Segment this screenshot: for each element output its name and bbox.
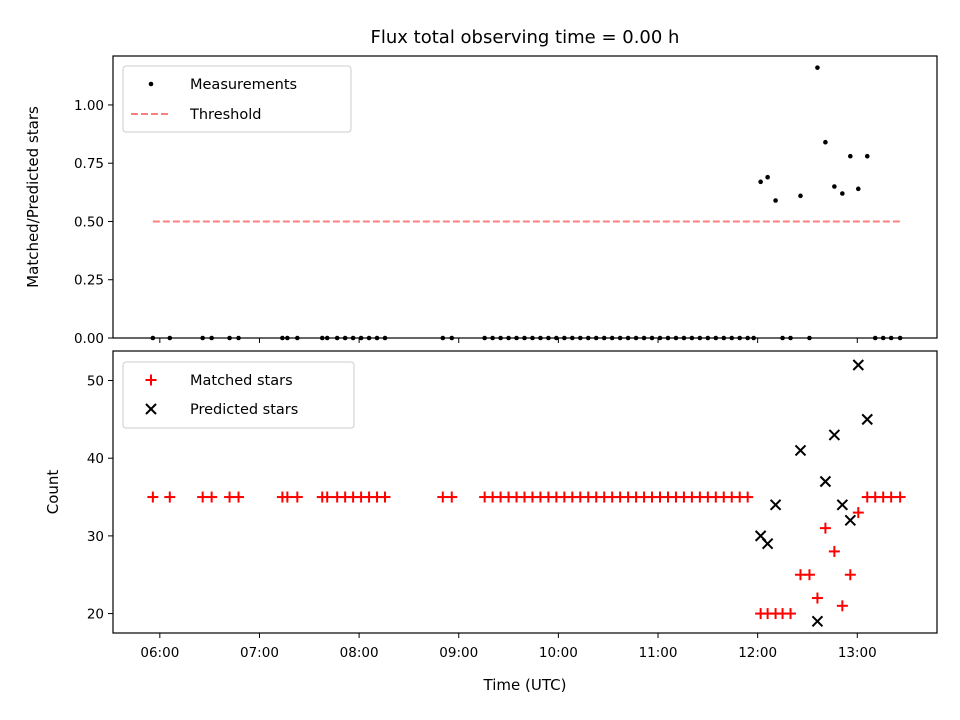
- matched-star-point: [811, 592, 823, 604]
- bottom-panel: 20 30 40 50 06:00 07:00 08:00 09:00 10:00 11:00 1…: [44, 350, 938, 694]
- x-tick-label: 12:00: [738, 645, 777, 661]
- x-tick-label: 07:00: [240, 645, 279, 661]
- bottom-axes-frame: [112, 350, 938, 634]
- top-x-axis-ticks: [159, 338, 858, 343]
- bottom-y-tick-label: 20: [87, 607, 104, 623]
- matched-star-point: [379, 491, 391, 503]
- matched-star-point: [321, 491, 333, 503]
- measurement-point: [823, 139, 828, 145]
- legend-label-predicted: Predicted stars: [190, 402, 298, 418]
- matched-star-point: [147, 491, 159, 503]
- measurement-point: [758, 179, 763, 185]
- legend-label-measurements: Measurements: [190, 77, 297, 93]
- top-y-axis: 0.00 0.25 0.50 0.75 1.00: [74, 98, 113, 347]
- legend-label-matched: Matched stars: [190, 373, 293, 389]
- matched-star-point: [785, 608, 797, 620]
- matched-star-point: [894, 491, 906, 503]
- measurement-point: [773, 198, 778, 203]
- predicted-stars-series: [754, 359, 873, 628]
- bottom-y-tick-label: 30: [87, 529, 104, 545]
- legend-x-marker: [145, 403, 157, 415]
- matched-star-point: [446, 491, 458, 503]
- matched-star-point: [828, 545, 840, 557]
- x-tick-label: 13:00: [838, 645, 877, 661]
- predicted-star-point: [769, 499, 782, 511]
- predicted-star-point: [794, 444, 807, 457]
- x-axis-label: Time (UTC): [483, 676, 567, 694]
- matched-star-point: [844, 569, 856, 581]
- top-y-tick-label: 0.25: [74, 273, 104, 289]
- predicted-star-point: [836, 499, 849, 511]
- matched-star-point: [852, 507, 864, 519]
- top-legend-box: [122, 65, 352, 133]
- measurement-point: [815, 65, 820, 70]
- x-tick-label: 11:00: [639, 645, 678, 661]
- top-y-tick-label: 0.50: [74, 214, 104, 230]
- matched-star-point: [803, 569, 815, 581]
- top-axes-frame: [112, 55, 938, 339]
- matched-stars-series: [147, 491, 906, 620]
- matched-star-point: [281, 491, 293, 503]
- predicted-star-point: [844, 514, 857, 527]
- measurement-point: [855, 186, 861, 192]
- top-y-axis-label: Matched/Predicted stars: [24, 106, 42, 288]
- top-panel: 0.00 0.25 0.50 0.75 1.00 Matched/Predicted s…: [24, 55, 938, 347]
- measurement-point: [765, 174, 770, 180]
- predicted-star-point: [861, 413, 873, 426]
- measurement-point: [848, 153, 853, 159]
- predicted-star-point: [852, 359, 864, 371]
- measurement-point: [798, 193, 803, 199]
- matched-star-point: [819, 522, 831, 534]
- matched-star-point: [836, 600, 848, 612]
- bottom-y-tick-label: 40: [87, 451, 104, 467]
- measurement-point: [832, 184, 837, 189]
- x-tick-label: 06:00: [140, 645, 179, 661]
- bottom-x-axis: 06:00 07:00 08:00 09:00 10:00 11:00 12:00 13:00: [140, 633, 877, 661]
- chart-title: Flux total observing time = 0.00 h: [371, 27, 680, 48]
- bottom-legend-box: [122, 361, 355, 429]
- x-tick-label: 10:00: [539, 645, 578, 661]
- predicted-star-point: [811, 615, 824, 628]
- top-y-tick-label: 0.00: [74, 331, 104, 347]
- legend-dot-marker: [148, 81, 154, 87]
- top-y-tick-label: 0.75: [74, 156, 104, 172]
- bottom-legend: Matched stars Predicted stars: [122, 361, 355, 429]
- predicted-star-point: [819, 475, 832, 488]
- top-legend: Measurements Threshold: [122, 65, 352, 133]
- matched-star-point: [206, 491, 218, 503]
- matched-star-point: [742, 491, 754, 503]
- matched-star-point: [233, 491, 245, 503]
- measurement-point: [840, 191, 845, 196]
- bottom-y-axis-label: Count: [44, 470, 62, 515]
- legend-plus-marker: [145, 374, 157, 386]
- matched-star-point: [291, 491, 303, 503]
- bottom-y-tick-label: 50: [87, 374, 104, 390]
- matched-star-point: [164, 491, 176, 503]
- top-y-tick-label: 1.00: [74, 98, 104, 114]
- x-tick-label: 09:00: [439, 645, 478, 661]
- predicted-star-point: [828, 429, 841, 441]
- predicted-star-point: [761, 537, 774, 550]
- bottom-y-axis: 20 30 40 50: [87, 374, 113, 623]
- x-tick-label: 08:00: [340, 645, 379, 661]
- measurement-point: [864, 153, 870, 159]
- legend-label-threshold: Threshold: [189, 107, 261, 123]
